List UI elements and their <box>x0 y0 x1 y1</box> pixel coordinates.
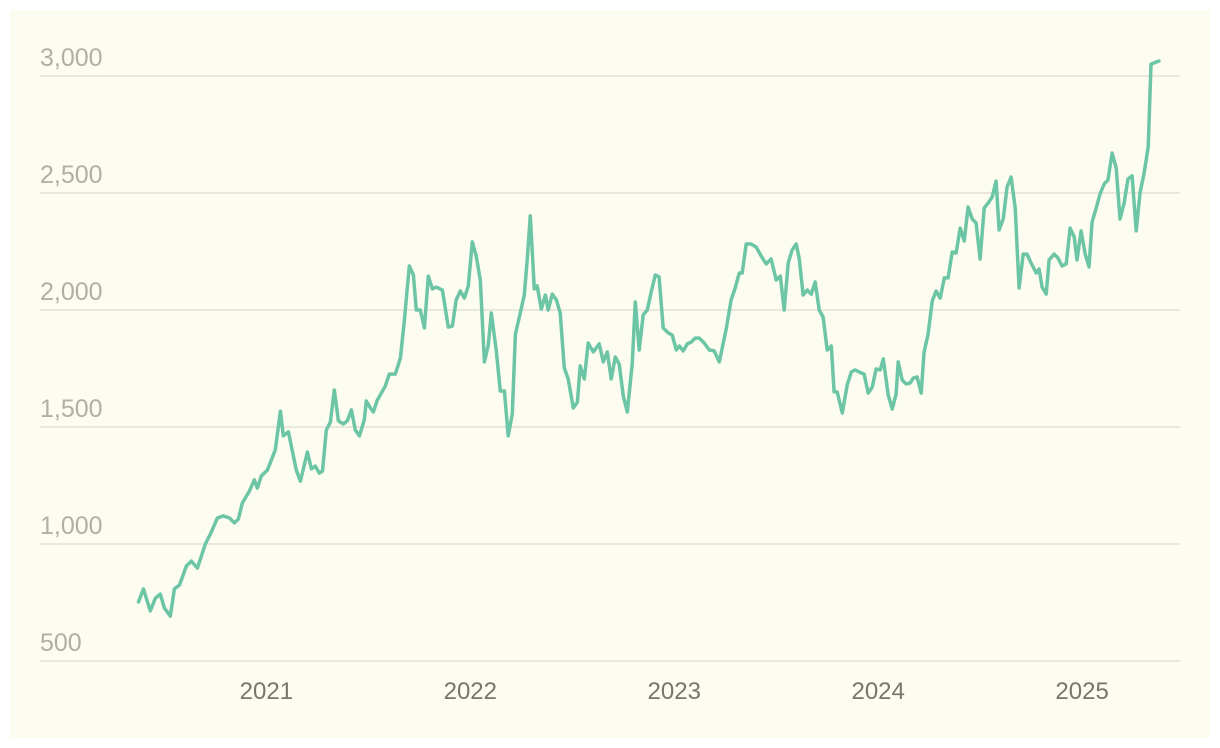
x-tick-label: 2021 <box>240 678 293 705</box>
y-tick-label: 1,500 <box>40 395 103 423</box>
y-tick-label: 3,000 <box>40 44 103 72</box>
line-series <box>136 59 1161 618</box>
x-tick-label: 2025 <box>1055 678 1108 705</box>
y-tick-label: 1,000 <box>40 512 103 540</box>
x-tick-label: 2024 <box>851 678 904 705</box>
y-tick-label: 500 <box>40 629 82 657</box>
x-tick-label: 2022 <box>444 678 497 705</box>
y-tick-label: 2,000 <box>40 278 103 306</box>
x-tick-label: 2023 <box>648 678 701 705</box>
y-tick-label: 2,500 <box>40 161 103 189</box>
